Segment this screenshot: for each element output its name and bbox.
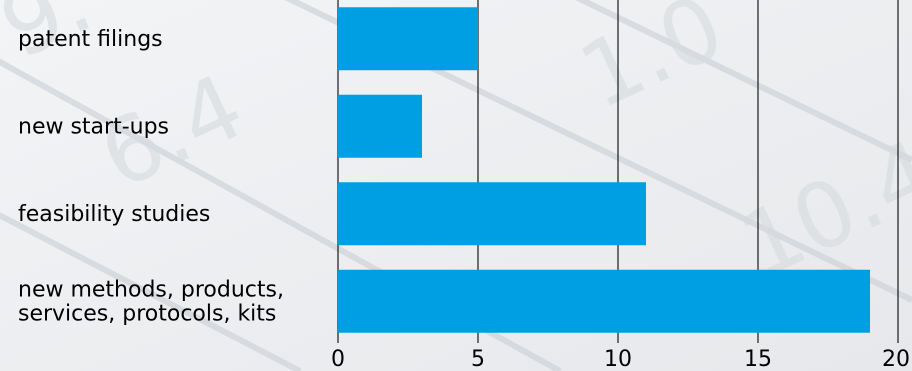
bar-1 xyxy=(338,94,422,158)
x-tick-label-4: 20 xyxy=(882,347,910,371)
x-tick-label-2: 10 xyxy=(604,347,632,371)
category-label-1: new start-ups xyxy=(18,114,169,139)
category-label-0: patent filings xyxy=(18,27,163,52)
category-label-3: new methods, products, services, protocol… xyxy=(18,277,284,326)
x-tick-label-1: 5 xyxy=(471,347,485,371)
bar-0 xyxy=(338,7,478,71)
category-label-2: feasibility studies xyxy=(18,202,210,227)
bar-2 xyxy=(338,182,646,246)
bar-3 xyxy=(338,269,870,333)
x-tick-label-3: 15 xyxy=(744,347,772,371)
x-tick-label-0: 0 xyxy=(331,347,345,371)
